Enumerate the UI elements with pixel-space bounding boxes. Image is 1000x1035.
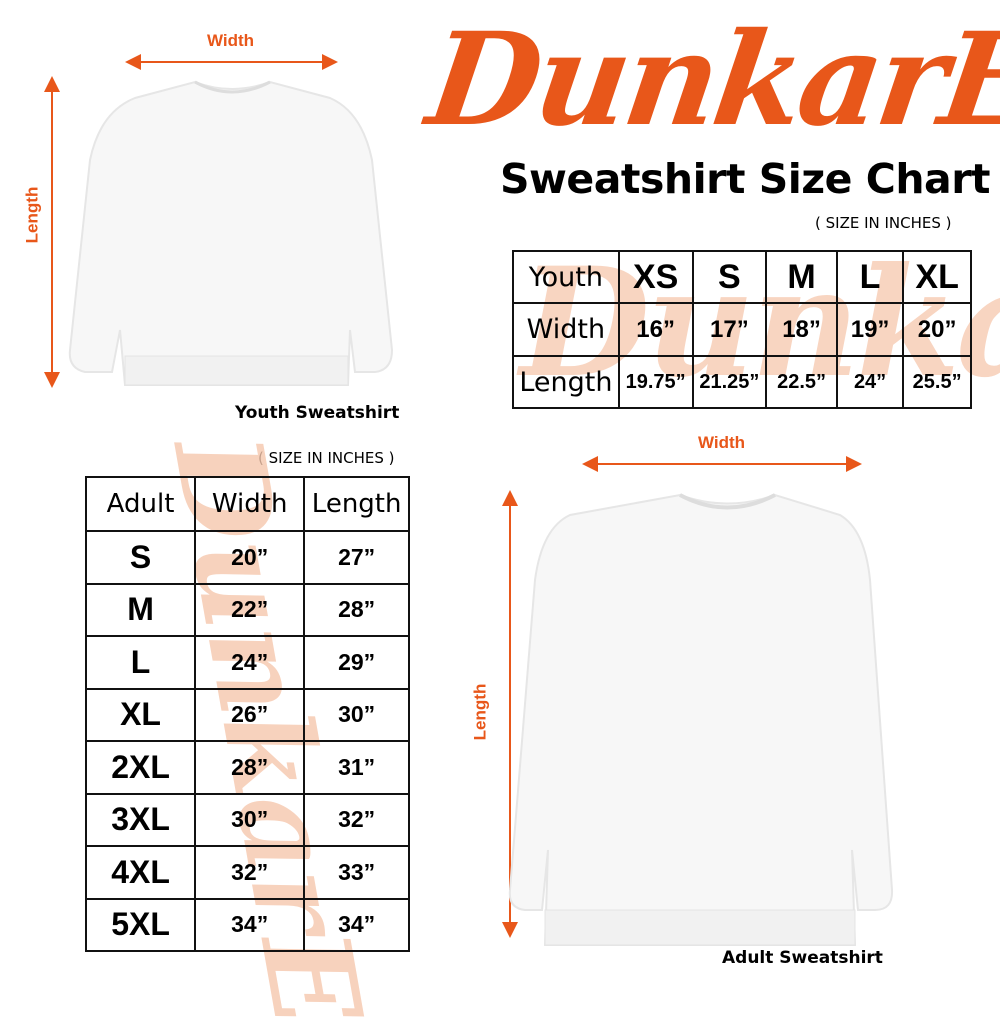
- header-cell: Adult: [84, 476, 197, 532]
- table-cell: 20”: [902, 302, 972, 357]
- row-label: 5XL: [84, 897, 197, 952]
- youth-size-table: Youth XS S M L XL Width 16” 17” 18” 19” …: [512, 250, 972, 409]
- header-cell: S: [691, 250, 768, 304]
- table-cell: 34”: [194, 897, 306, 952]
- table-cell: 27”: [303, 530, 410, 585]
- adult-length-label: Length: [470, 683, 490, 741]
- table-cell: 30”: [194, 792, 306, 847]
- page-title: Sweatshirt Size Chart: [500, 155, 991, 203]
- table-row: 5XL 34” 34”: [84, 897, 410, 952]
- header-cell: L: [835, 250, 905, 304]
- row-label: Width: [512, 302, 620, 357]
- youth-width-label: Width: [207, 31, 255, 50]
- table-cell: 16”: [617, 302, 694, 357]
- header-cell: M: [765, 250, 838, 304]
- table-cell: 24”: [194, 635, 306, 690]
- table-cell: 18”: [765, 302, 838, 357]
- table-row: M 22” 28”: [84, 582, 410, 637]
- table-cell: 26”: [194, 687, 306, 742]
- adult-size-table: Adult Width Length S 20” 27” M 22” 28” L 24” 29”…: [84, 476, 410, 952]
- table-cell: 34”: [303, 897, 410, 952]
- table-row: 2XL 28” 31”: [84, 740, 410, 795]
- table-cell: 30”: [303, 687, 410, 742]
- table-cell: 29”: [303, 635, 410, 690]
- header-cell: Youth: [512, 250, 620, 304]
- table-row: XL 26” 30”: [84, 687, 410, 742]
- row-label: XL: [84, 687, 197, 742]
- adult-caption: Adult Sweatshirt: [722, 948, 883, 968]
- youth-caption: Youth Sweatshirt: [235, 403, 400, 423]
- adult-width-label: Width: [698, 433, 746, 452]
- youth-length-label: Length: [22, 186, 42, 244]
- table-cell: 19”: [835, 302, 905, 357]
- youth-units-note: ( SIZE IN INCHES ): [815, 214, 952, 232]
- table-cell: 28”: [194, 740, 306, 795]
- table-row: S 20” 27”: [84, 530, 410, 585]
- row-label: S: [84, 530, 197, 585]
- table-cell: 25.5”: [902, 355, 972, 409]
- table-row: 4XL 32” 33”: [84, 845, 410, 900]
- row-label: Length: [512, 355, 620, 409]
- row-label: M: [84, 582, 197, 637]
- table-cell: 21.25”: [691, 355, 768, 409]
- youth-sweatshirt-illustration: [44, 54, 394, 388]
- table-cell: 17”: [691, 302, 768, 357]
- table-row: Length 19.75” 21.25” 22.5” 24” 25.5”: [512, 355, 972, 409]
- table-row: Width 16” 17” 18” 19” 20”: [512, 302, 972, 357]
- table-cell: 28”: [303, 582, 410, 637]
- row-label: 4XL: [84, 845, 197, 900]
- table-cell: 32”: [303, 792, 410, 847]
- adult-units-note: ( SIZE IN INCHES ): [258, 449, 395, 467]
- header-cell: Length: [303, 476, 410, 532]
- table-row: L 24” 29”: [84, 635, 410, 690]
- header-cell: Width: [194, 476, 306, 532]
- table-cell: 24”: [835, 355, 905, 409]
- adult-header-row: Adult Width Length: [84, 476, 410, 532]
- youth-header-row: Youth XS S M L XL: [512, 250, 972, 304]
- table-cell: 20”: [194, 530, 306, 585]
- table-cell: 19.75”: [617, 355, 694, 409]
- header-cell: XL: [902, 250, 972, 304]
- table-cell: 22.5”: [765, 355, 838, 409]
- row-label: 2XL: [84, 740, 197, 795]
- table-cell: 32”: [194, 845, 306, 900]
- header-cell: XS: [617, 250, 694, 304]
- table-row: 3XL 30” 32”: [84, 792, 410, 847]
- table-cell: 31”: [303, 740, 410, 795]
- row-label: L: [84, 635, 197, 690]
- table-cell: 33”: [303, 845, 410, 900]
- brand-logo: DunkarE: [419, 5, 1000, 155]
- table-cell: 22”: [194, 582, 306, 637]
- row-label: 3XL: [84, 792, 197, 847]
- adult-sweatshirt-illustration: [502, 456, 894, 946]
